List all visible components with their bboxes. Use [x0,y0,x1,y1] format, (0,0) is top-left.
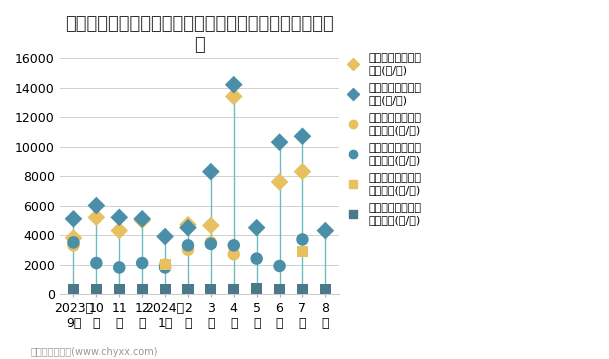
Point [137,260,147,266]
Point [183,225,193,230]
Point [91,260,101,266]
Point [91,287,101,293]
Point [275,179,284,185]
Point [160,262,170,267]
Point [275,139,284,145]
Point [252,256,261,261]
Point [229,94,239,99]
Point [183,222,193,228]
Point [298,134,308,139]
Point [206,169,216,174]
Point [320,228,330,233]
Point [69,239,79,245]
Point [114,287,124,293]
Point [160,262,170,267]
Point [137,287,147,293]
Point [183,247,193,253]
Point [137,218,147,223]
Point [160,234,170,239]
Point [229,242,239,248]
Point [69,216,79,222]
Point [275,287,284,293]
Point [206,241,216,247]
Point [252,225,261,230]
Point [69,235,79,241]
Point [114,228,124,233]
Point [183,287,193,293]
Point [229,251,239,257]
Point [69,287,79,293]
Title: 近一年四川省各类用地出让地面均价与成交地面均价统计
图: 近一年四川省各类用地出让地面均价与成交地面均价统计 图 [65,15,334,54]
Point [160,287,170,293]
Point [229,287,239,293]
Point [91,203,101,209]
Point [69,242,79,248]
Point [320,287,330,293]
Point [91,214,101,220]
Point [206,290,216,295]
Legend: 住宅用地出让地面
均价(元/㎡), 住宅用地成交地面
均价(元/㎡), 商服办公用地出让
地面均价(元/㎡), 商服办公用地成交
地面均价(元/㎡), 工业仓储: 住宅用地出让地面 均价(元/㎡), 住宅用地成交地面 均价(元/㎡), 商服办公… [342,53,421,225]
Text: 制图：智研咨询(www.chyxx.com): 制图：智研咨询(www.chyxx.com) [30,348,158,358]
Point [114,214,124,220]
Point [160,265,170,270]
Point [183,242,193,248]
Point [229,82,239,88]
Point [206,239,216,245]
Point [137,216,147,222]
Point [298,237,308,242]
Point [252,285,261,291]
Point [298,169,308,174]
Point [206,287,216,293]
Point [206,223,216,228]
Point [298,248,308,254]
Point [298,287,308,293]
Point [275,263,284,269]
Point [114,265,124,270]
